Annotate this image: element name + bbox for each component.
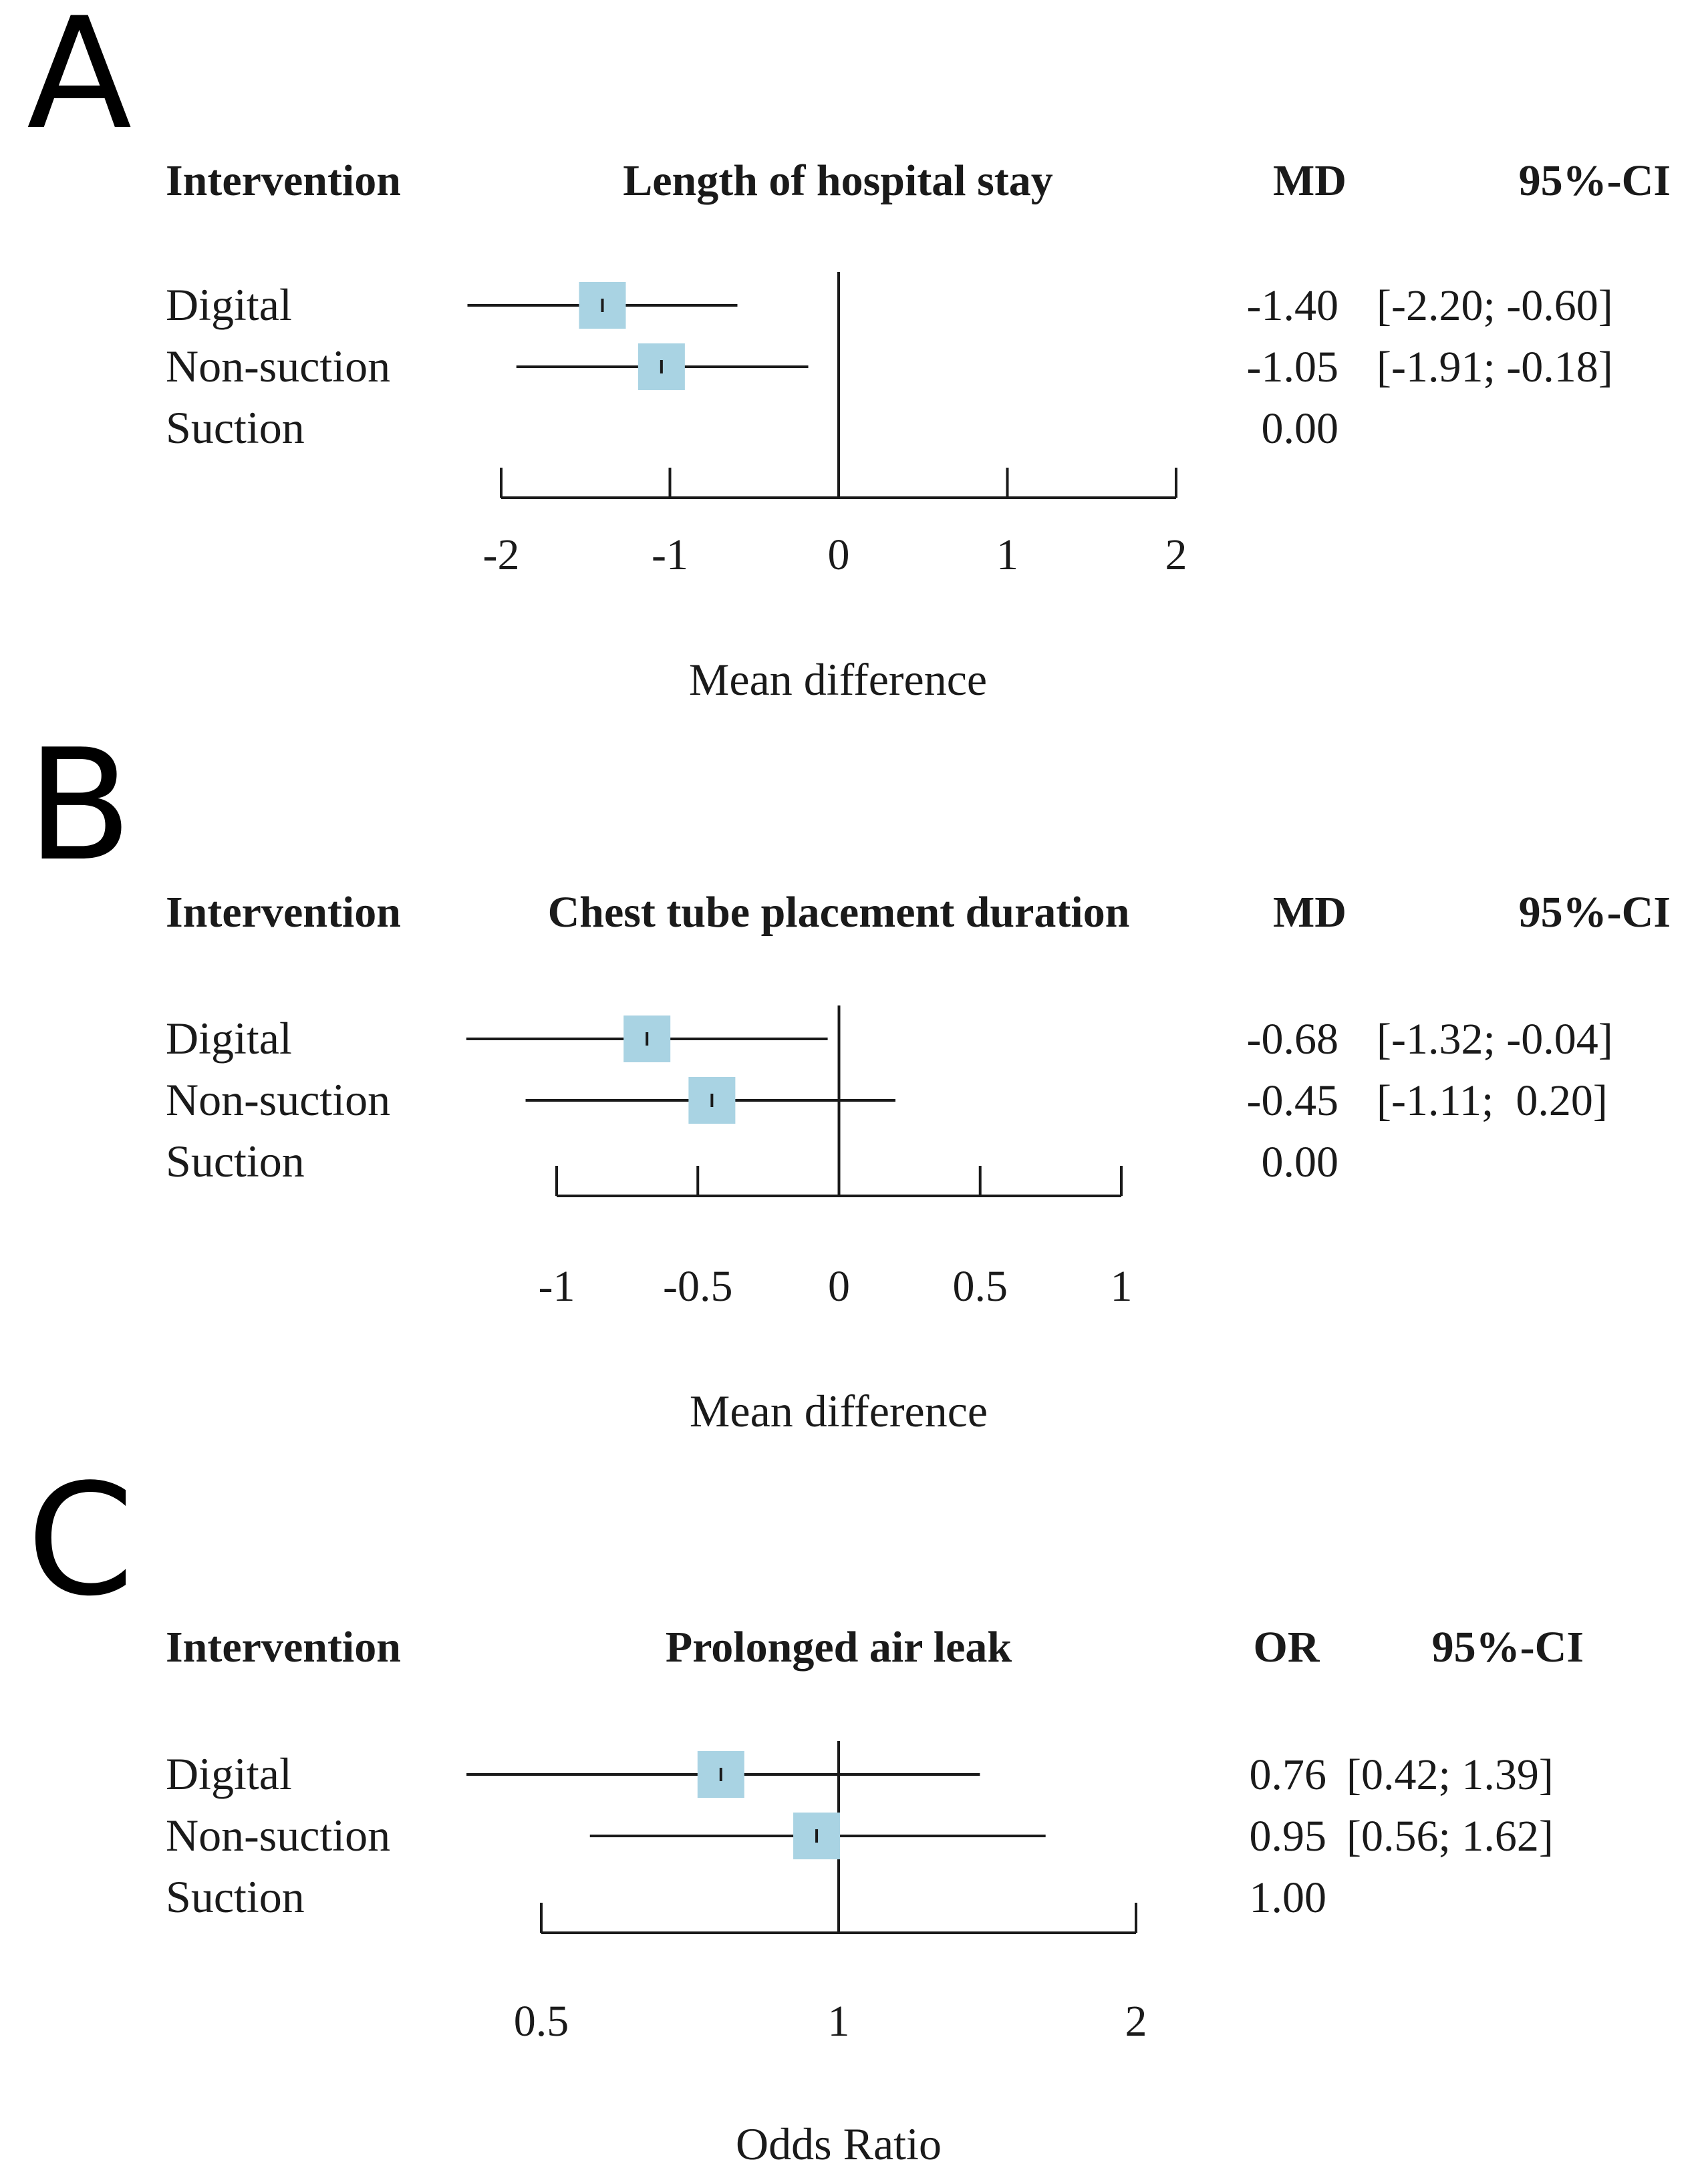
x-tick-label: 1 [1111, 1262, 1133, 1311]
x-axis-label: Mean difference [690, 1386, 988, 1436]
x-tick-label: -2 [483, 530, 520, 579]
header-outcome: Length of hospital stay [623, 156, 1053, 205]
row-label: Non-suction [166, 1810, 390, 1861]
x-tick-label: 0 [828, 530, 850, 579]
header-ci: 95%-CI [1519, 888, 1671, 937]
header-estimate: MD [1273, 888, 1347, 937]
row-label: Suction [166, 402, 305, 453]
estimate-value: -0.68 [1247, 1015, 1338, 1064]
estimate-value: -1.05 [1247, 343, 1338, 392]
estimate-value: 1.00 [1250, 1873, 1327, 1922]
panel-letter: B [27, 717, 132, 895]
estimate-value: -0.45 [1247, 1076, 1338, 1125]
estimate-value: 0.00 [1262, 1138, 1339, 1187]
header-estimate: MD [1273, 156, 1347, 205]
row-label: Digital [166, 279, 292, 330]
estimate-value: 0.95 [1250, 1812, 1327, 1861]
header-ci: 95%-CI [1519, 156, 1671, 205]
header-intervention: Intervention [166, 156, 401, 205]
panel-a: A Intervention Length of hospital stay MD 95… [27, 0, 1671, 705]
ci-value: [-1.11; 0.20] [1377, 1076, 1608, 1125]
header-outcome: Prolonged air leak [666, 1623, 1012, 1672]
panel-c: C Intervention Prolonged air leak OR 95%-CI D… [27, 1452, 1584, 2169]
ci-value: [-2.20; -0.60] [1377, 281, 1613, 330]
x-tick-label: -0.5 [663, 1262, 732, 1311]
x-axis-label: Odds Ratio [736, 2119, 942, 2169]
panel-letter: A [27, 0, 132, 164]
x-tick-label: 2 [1165, 530, 1187, 579]
x-tick-label: 0.5 [514, 1997, 569, 2046]
panel-letter: C [27, 1452, 134, 1630]
panel-b: B Intervention Chest tube placement durati… [27, 717, 1671, 1436]
x-tick-label: -1 [652, 530, 688, 579]
row-label: Suction [166, 1136, 305, 1187]
estimate-value: 0.00 [1262, 404, 1339, 453]
x-tick-label: 0.5 [953, 1262, 1008, 1311]
header-estimate: OR [1254, 1623, 1320, 1672]
estimate-value: -1.40 [1247, 281, 1338, 330]
row-label: Non-suction [166, 1074, 390, 1125]
x-axis-label: Mean difference [689, 654, 987, 705]
row-label: Suction [166, 1871, 305, 1922]
row-label: Digital [166, 1748, 292, 1799]
header-intervention: Intervention [166, 1623, 401, 1672]
x-tick-label: 1 [828, 1997, 850, 2046]
header-outcome: Chest tube placement duration [548, 888, 1130, 937]
x-tick-label: -1 [539, 1262, 575, 1311]
header-ci: 95%-CI [1432, 1623, 1584, 1672]
x-tick-label: 0 [828, 1262, 850, 1311]
ci-value: [0.56; 1.62] [1347, 1812, 1554, 1861]
ci-value: [-1.91; -0.18] [1377, 343, 1613, 392]
x-tick-label: 2 [1125, 1997, 1147, 2046]
ci-value: [0.42; 1.39] [1347, 1750, 1554, 1799]
estimate-value: 0.76 [1250, 1750, 1327, 1799]
row-label: Digital [166, 1013, 292, 1064]
ci-value: [-1.32; -0.04] [1377, 1015, 1613, 1064]
row-label: Non-suction [166, 341, 390, 392]
x-tick-label: 1 [996, 530, 1018, 579]
header-intervention: Intervention [166, 888, 401, 937]
